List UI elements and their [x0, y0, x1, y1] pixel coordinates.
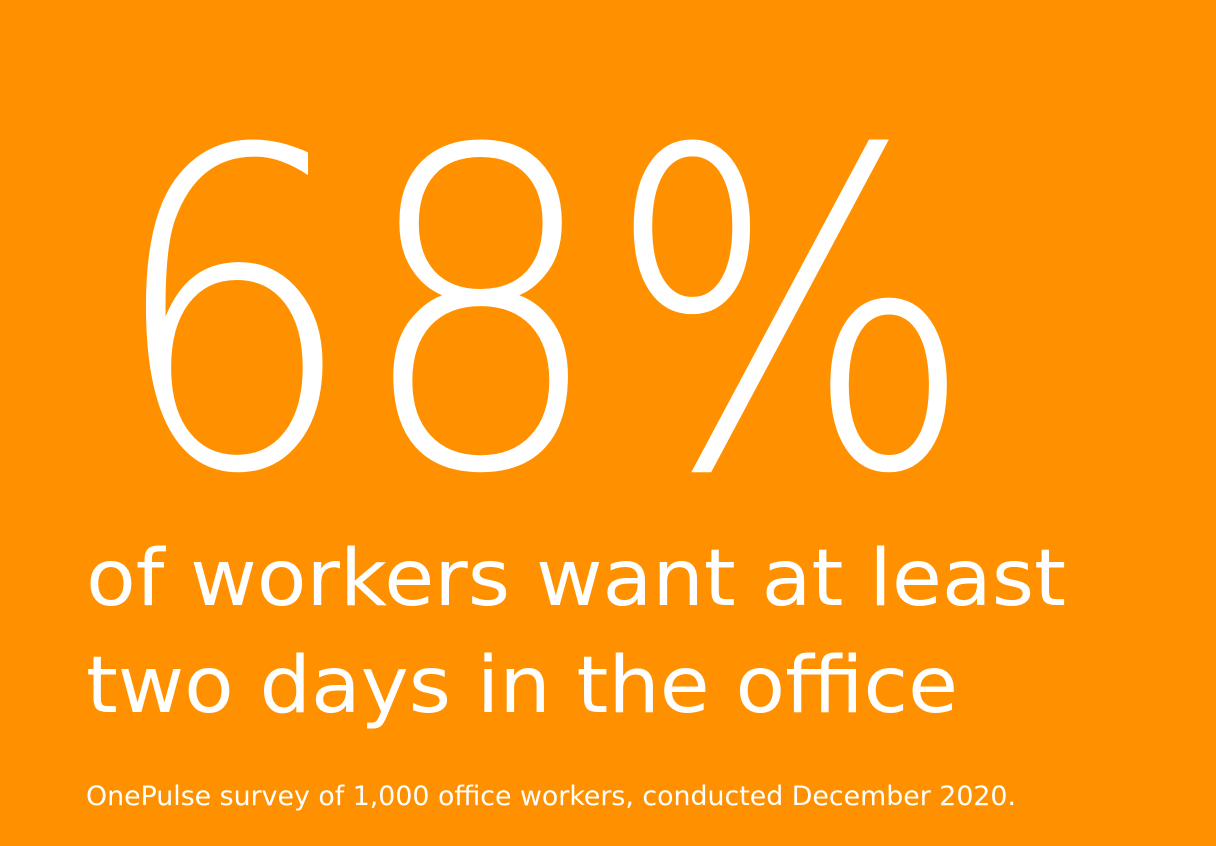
- headline-line: two days in the office: [86, 641, 958, 731]
- stat-figure: 68%: [108, 58, 976, 570]
- source-note: OnePulse survey of 1,000 office workers,…: [86, 781, 1016, 812]
- headline-line: of workers want at least: [86, 534, 1066, 624]
